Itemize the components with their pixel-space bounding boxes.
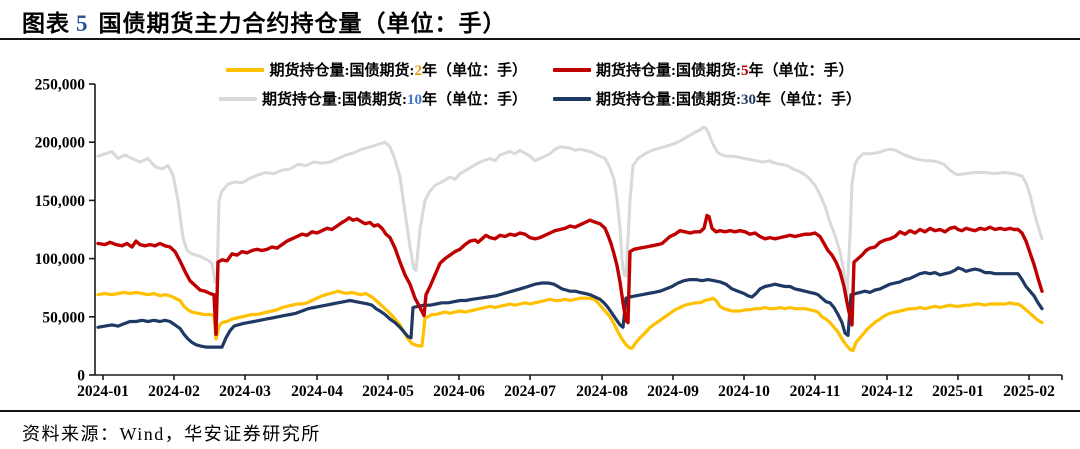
chart-legend: 期货持仓量:国债期货:2年（单位：手） 期货持仓量:国债期货:5年（单位：手） … (0, 59, 1080, 109)
legend-swatch-2y (226, 67, 265, 72)
title-divider (0, 38, 1080, 40)
legend-item-5y: 期货持仓量:国债期货:5年（单位：手） (553, 59, 854, 80)
x-axis-tick-label: 2024-05 (362, 383, 414, 400)
x-axis-tick-label: 2025-02 (1003, 383, 1055, 400)
series-line (96, 213, 1044, 336)
legend-item-30y: 期货持仓量:国债期货:30年（单位：手） (553, 88, 861, 109)
figure-title: 图表 5 国债期货主力合约持仓量（单位：手） (22, 4, 507, 38)
legend-label-30y: 期货持仓量:国债期货:30年（单位：手） (596, 92, 862, 108)
y-axis-tick-label: 50,000 (42, 309, 85, 326)
x-axis-tick-label: 2024-02 (148, 383, 200, 400)
legend-swatch-5y (553, 67, 591, 72)
x-axis-tick-label: 2024-01 (77, 383, 129, 400)
y-axis-tick-label: 100,000 (35, 251, 86, 268)
y-axis-tick-label: 150,000 (35, 193, 86, 210)
legend-label-10y: 期货持仓量:国债期货:10年（单位：手） (261, 92, 527, 108)
figure-title-text: 国债期货主力合约持仓量（单位：手） (98, 11, 507, 36)
legend-item-10y: 期货持仓量:国债期货:10年（单位：手） (218, 88, 527, 109)
x-axis-tick-label: 2024-12 (861, 383, 913, 400)
y-axis-tick-label: 250,000 (35, 77, 86, 94)
x-axis-tick-label: 2024-04 (291, 383, 343, 400)
y-axis-tick-label: 0 (77, 368, 85, 385)
x-axis-tick-label: 2024-07 (504, 383, 556, 400)
legend-swatch-30y (553, 96, 591, 101)
figure-number: 5 (76, 11, 89, 36)
legend-row-2: 期货持仓量:国债期货:10年（单位：手） 期货持仓量:国债期货:30年（单位：手… (218, 88, 861, 109)
series-line (96, 266, 1044, 349)
legend-label-2y: 期货持仓量:国债期货:2年（单位：手） (269, 63, 527, 79)
x-axis-tick-label: 2025-01 (932, 383, 984, 400)
figure-title-prefix: 图表 (22, 11, 70, 36)
legend-row-1: 期货持仓量:国债期货:2年（单位：手） 期货持仓量:国债期货:5年（单位：手） (226, 59, 854, 80)
legend-label-5y: 期货持仓量:国债期货:5年（单位：手） (596, 63, 854, 79)
y-axis-tick-label: 200,000 (35, 135, 86, 152)
legend-swatch-10y (218, 96, 257, 101)
series-line (96, 125, 1044, 299)
x-axis-tick-label: 2024-10 (718, 383, 770, 400)
x-axis-tick-label: 2024-11 (790, 383, 841, 400)
x-axis-tick-label: 2024-06 (433, 383, 485, 400)
legend-item-2y: 期货持仓量:国债期货:2年（单位：手） (226, 59, 527, 80)
source-divider (0, 410, 1080, 412)
x-axis-tick-label: 2024-03 (219, 383, 271, 400)
series-line (96, 289, 1044, 353)
source-note: 资料来源：Wind，华安证券研究所 (22, 424, 321, 444)
x-axis-tick-label: 2024-08 (576, 383, 628, 400)
x-axis-tick-label: 2024-09 (647, 383, 699, 400)
